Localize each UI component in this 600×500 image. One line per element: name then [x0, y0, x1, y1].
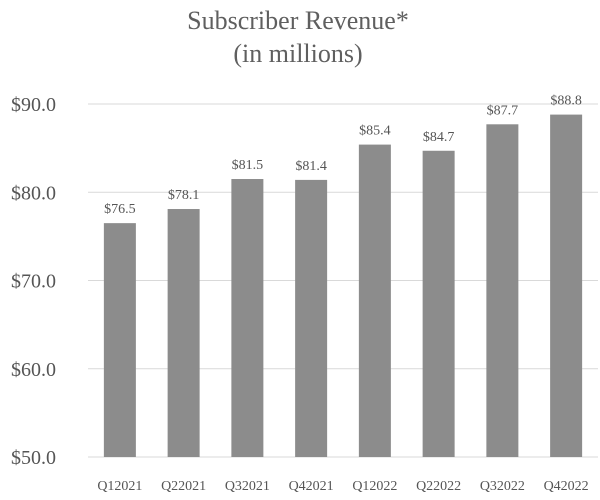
- bars: [103, 114, 583, 458]
- y-tick-label: $50.0: [11, 447, 56, 469]
- y-tick-label: $90.0: [11, 94, 56, 116]
- data-label: $85.4: [359, 124, 391, 139]
- data-label: $87.7: [487, 103, 519, 118]
- y-axis-ticks: $50.0 $60.0 $70.0 $80.0 $90.0: [11, 94, 56, 469]
- x-tick-label: Q42021: [289, 479, 334, 494]
- x-tick-label: Q22021: [161, 479, 206, 494]
- x-tick-label: Q12021: [97, 479, 142, 494]
- data-label: $84.7: [423, 130, 455, 145]
- bar: [550, 114, 583, 457]
- bar: [486, 124, 519, 458]
- x-tick-label: Q32022: [480, 479, 525, 494]
- x-tick-label: Q42022: [544, 479, 589, 494]
- bar: [103, 223, 136, 457]
- chart-title: Subscriber Revenue*: [187, 6, 409, 35]
- data-label: $78.1: [168, 188, 200, 203]
- data-label: $88.8: [550, 94, 582, 109]
- bar: [295, 179, 328, 457]
- bar: [167, 209, 200, 457]
- bar: [231, 179, 264, 457]
- x-tick-label: Q32021: [225, 479, 270, 494]
- data-label: $76.5: [104, 202, 136, 217]
- y-tick-label: $70.0: [11, 271, 56, 293]
- bar: [422, 150, 455, 457]
- x-axis-ticks: Q12021 Q22021 Q32021 Q42021 Q12022 Q22022 Q320…: [97, 479, 588, 494]
- y-tick-label: $80.0: [11, 182, 56, 204]
- y-tick-label: $60.0: [11, 359, 56, 381]
- x-tick-label: Q22022: [416, 479, 461, 494]
- data-label: $81.4: [295, 159, 327, 174]
- data-labels: $76.5 $78.1 $81.5 $81.4 $85.4 $84.7 $87.7 $88.8: [104, 94, 582, 218]
- chart-subtitle: (in millions): [233, 39, 362, 68]
- gridlines: [88, 103, 598, 458]
- x-tick-label: Q12022: [352, 479, 397, 494]
- data-label: $81.5: [232, 158, 264, 173]
- bar: [358, 144, 391, 457]
